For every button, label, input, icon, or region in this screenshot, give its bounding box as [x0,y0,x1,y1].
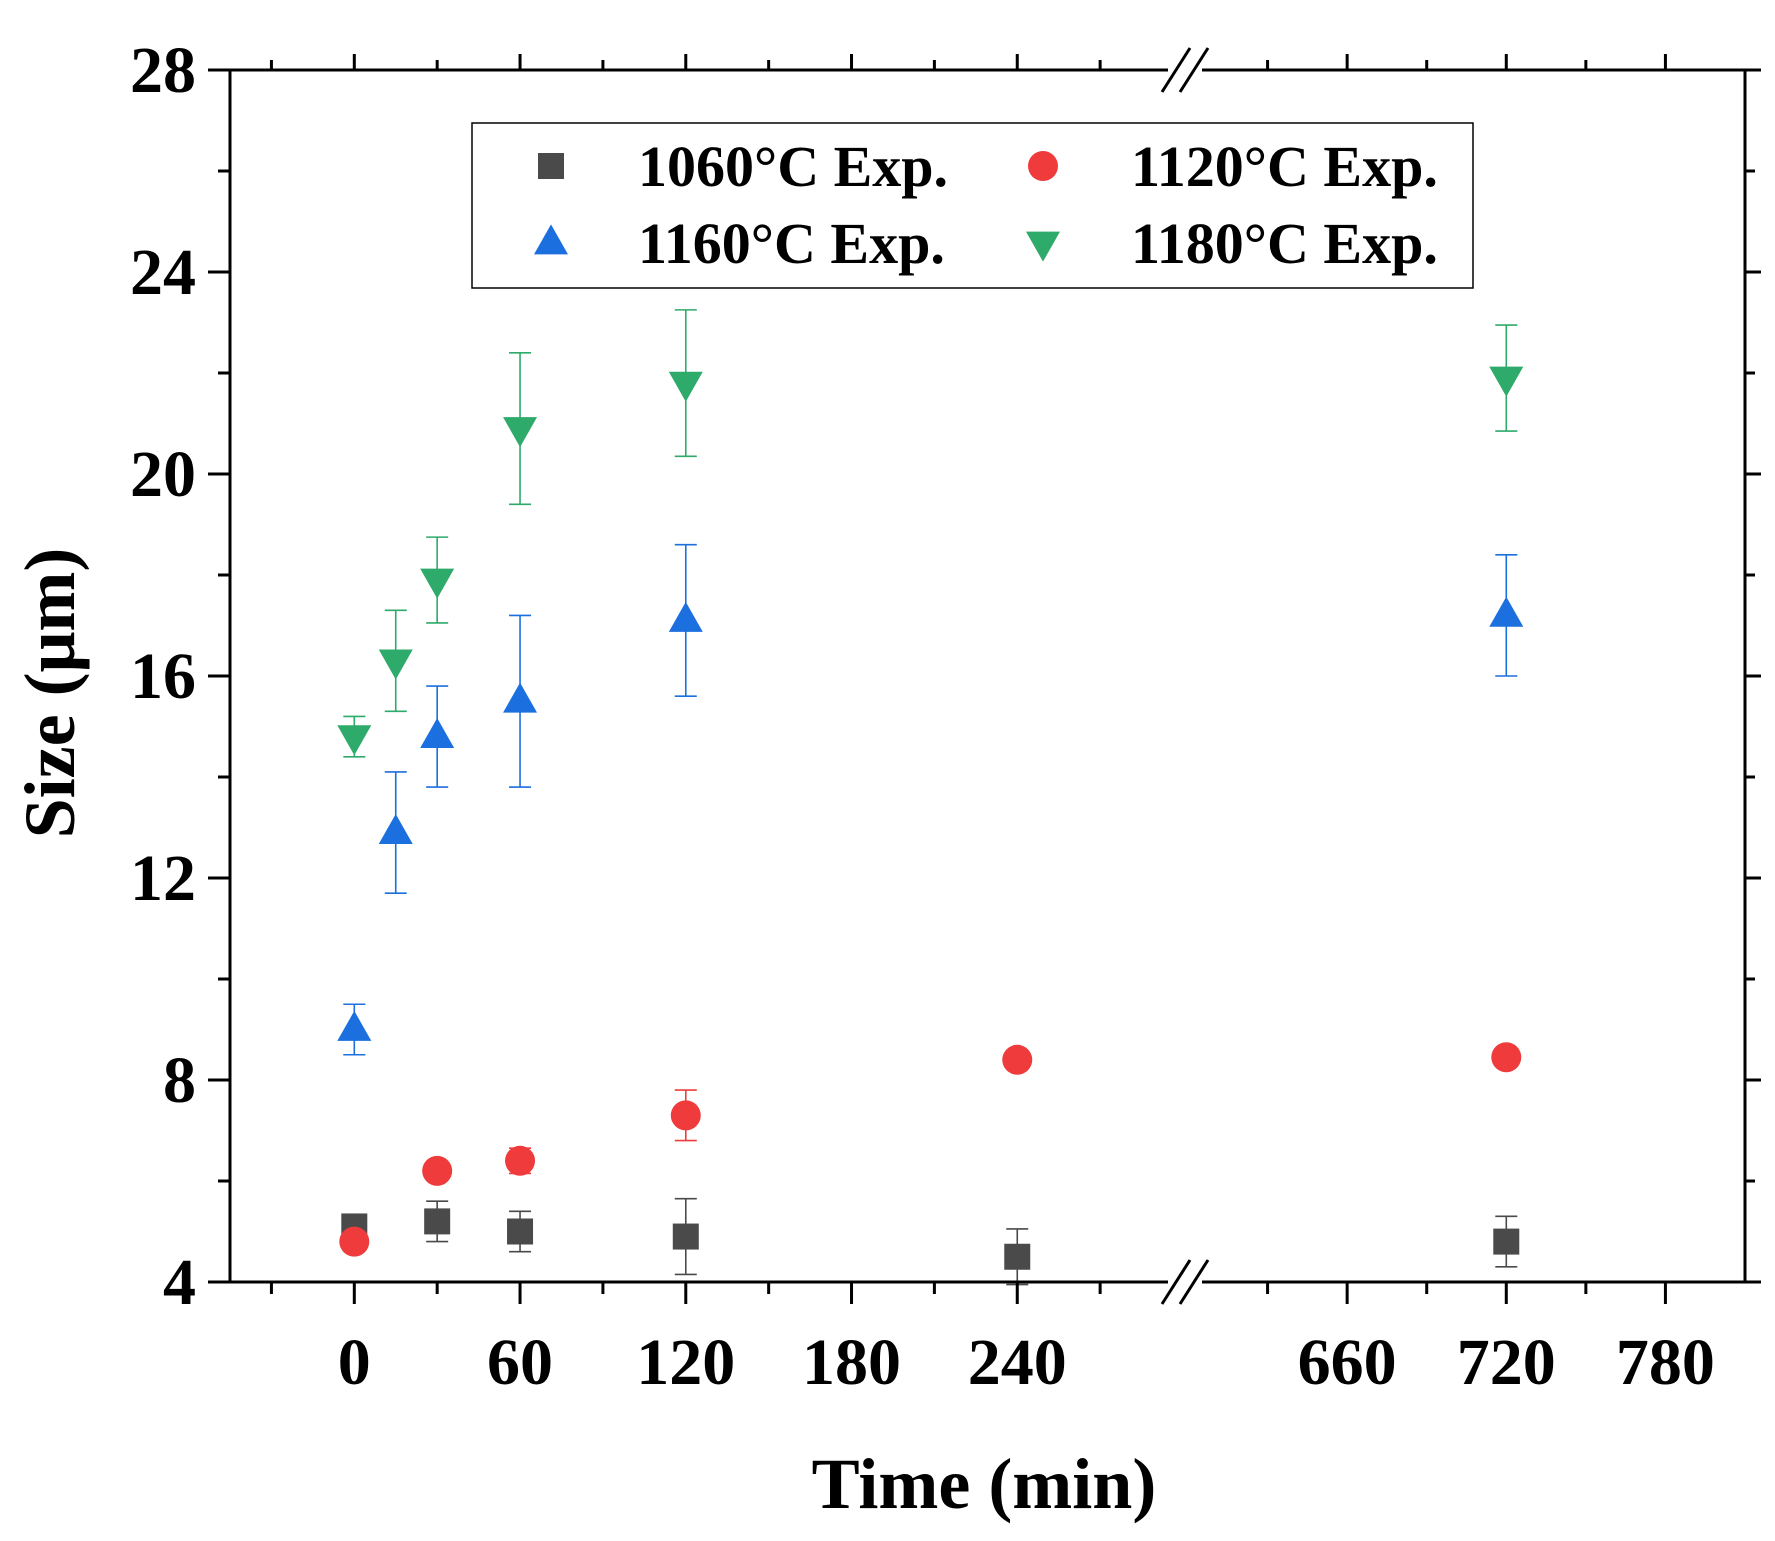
data-point [422,1155,453,1186]
x-tick-label: 240 [968,1326,1067,1399]
y-axis-title: Size (μm) [10,548,90,839]
legend-box [471,122,1474,289]
data-point [1002,1044,1033,1075]
data-point [420,568,455,599]
legend-label: 1120°C Exp. [1131,134,1438,199]
x-tick-label: 0 [338,1326,371,1399]
y-tick-label: 24 [130,236,196,309]
legend-label: 1060°C Exp. [638,134,948,199]
data-point [337,725,372,756]
x-tick-label: 120 [636,1326,735,1399]
data-point [1489,366,1524,397]
y-tick-label: 28 [130,34,196,107]
legend: 1060°C Exp. 1120°C Exp. 1160°C Exp. 1180°C … [471,122,1474,289]
data-point [1489,596,1524,627]
y-tick-label: 8 [163,1044,196,1117]
x-tick-label: 780 [1616,1326,1715,1399]
axis-break-mark-top [1178,47,1210,93]
data-point [1491,1042,1522,1073]
axis-break-mark-top [1160,47,1192,93]
data-point [1493,1228,1520,1255]
data-point [378,649,413,680]
data-point [505,1145,536,1176]
y-tick-label: 12 [130,842,196,915]
y-tick-label: 4 [163,1246,196,1319]
data-point [503,682,538,713]
axes: 4 8 12 16 20 24 28 0 60 120 180 240 660 720 780 [130,34,1761,1399]
legend-label: 1160°C Exp. [638,211,945,276]
data-point [507,1218,534,1245]
axis-break-mark-bottom [1178,1259,1210,1305]
series-0 [341,1197,1520,1286]
data-point [1004,1243,1031,1270]
legend-marker [534,224,568,255]
data-point [668,371,703,402]
series-3 [337,309,1524,758]
y-tick-label: 20 [130,438,196,511]
data-point [420,718,455,748]
x-tick-label: 180 [802,1326,901,1399]
legend-marker [538,153,564,179]
data-point [668,601,703,632]
plot-area [337,309,1524,1286]
data-point [337,1010,372,1041]
x-tick-label: 660 [1298,1326,1397,1399]
y-tick-label: 16 [130,640,196,713]
legend-marker [1028,151,1058,181]
data-point [339,1226,370,1257]
data-point [378,813,413,844]
axis-break-mark-bottom [1160,1259,1192,1305]
x-tick-label: 60 [487,1326,553,1399]
series-2 [337,543,1524,1056]
data-point [672,1223,699,1250]
x-axis-title: Time (min) [812,1444,1157,1524]
legend-label: 1180°C Exp. [1131,211,1438,276]
legend-marker [1026,231,1060,262]
data-point [503,417,538,448]
data-point [424,1208,451,1235]
series-1 [339,1042,1522,1257]
data-point [670,1100,701,1131]
x-tick-label: 720 [1457,1326,1556,1399]
